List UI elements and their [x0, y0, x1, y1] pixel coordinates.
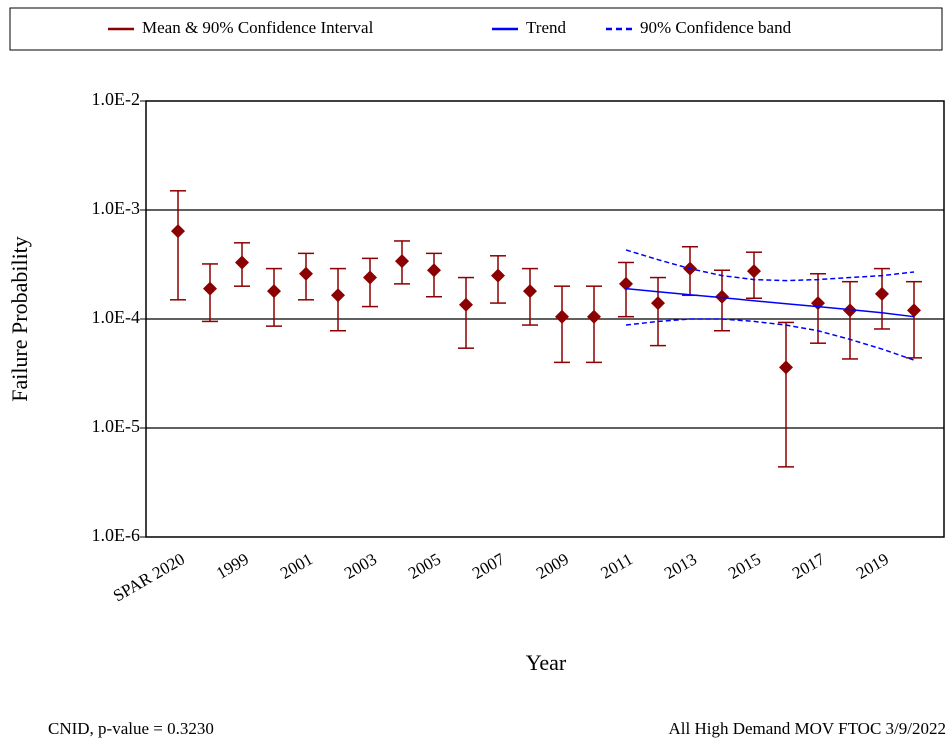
mean-marker	[427, 263, 441, 278]
x-tick-label: 2015	[725, 549, 764, 582]
legend-label: Trend	[526, 18, 566, 37]
mean-marker	[331, 288, 345, 303]
legend-label: 90% Confidence band	[640, 18, 792, 37]
x-tick-label: 2009	[533, 549, 572, 582]
y-tick-label: 1.0E-6	[92, 525, 141, 545]
mean-marker	[171, 224, 185, 239]
mean-marker	[363, 270, 377, 285]
x-tick-label: 1999	[213, 549, 252, 582]
x-tick-label: 2011	[598, 549, 636, 582]
x-tick-label: 2001	[277, 549, 316, 582]
annotation: All High Demand MOV FTOC 3/9/2022	[668, 719, 946, 738]
y-axis-label: Failure Probability	[7, 236, 32, 402]
x-tick-label: SPAR 2020	[110, 549, 188, 605]
y-tick-label: 1.0E-4	[92, 307, 141, 327]
mean-marker	[619, 276, 633, 291]
x-tick-label: 2007	[469, 549, 508, 583]
mean-marker	[907, 303, 921, 318]
mean-marker	[395, 254, 409, 269]
trend-line	[625, 287, 915, 318]
mean-marker	[235, 255, 249, 270]
mean-marker	[811, 296, 825, 311]
annotation: CNID, p-value = 0.3230	[48, 719, 214, 738]
y-tick-label: 1.0E-5	[92, 416, 141, 436]
y-tick-label: 1.0E-3	[92, 198, 141, 218]
band-upper	[625, 249, 915, 282]
mean-marker	[459, 297, 473, 312]
mean-marker	[875, 286, 889, 301]
mean-marker	[587, 309, 601, 324]
mean-marker	[651, 296, 665, 311]
mean-marker	[555, 309, 569, 324]
mean-marker	[747, 264, 761, 279]
mean-marker	[491, 268, 505, 283]
mean-marker	[843, 303, 857, 318]
x-tick-label: 2017	[789, 549, 828, 583]
mean-marker	[203, 281, 217, 296]
x-tick-label: 2013	[661, 549, 700, 582]
x-tick-label: 2019	[853, 549, 892, 582]
y-tick-label: 1.0E-2	[92, 89, 141, 109]
mean-marker	[267, 284, 281, 299]
mean-marker	[779, 360, 793, 375]
x-axis-label: Year	[526, 650, 567, 675]
x-tick-label: 2003	[341, 549, 380, 582]
legend-label: Mean & 90% Confidence Interval	[142, 18, 374, 37]
x-tick-label: 2005	[405, 549, 444, 582]
mean-marker	[523, 284, 537, 299]
mean-marker	[715, 289, 729, 304]
mean-marker	[299, 266, 313, 281]
band-lower	[625, 318, 915, 361]
legend-box	[9, 7, 943, 51]
